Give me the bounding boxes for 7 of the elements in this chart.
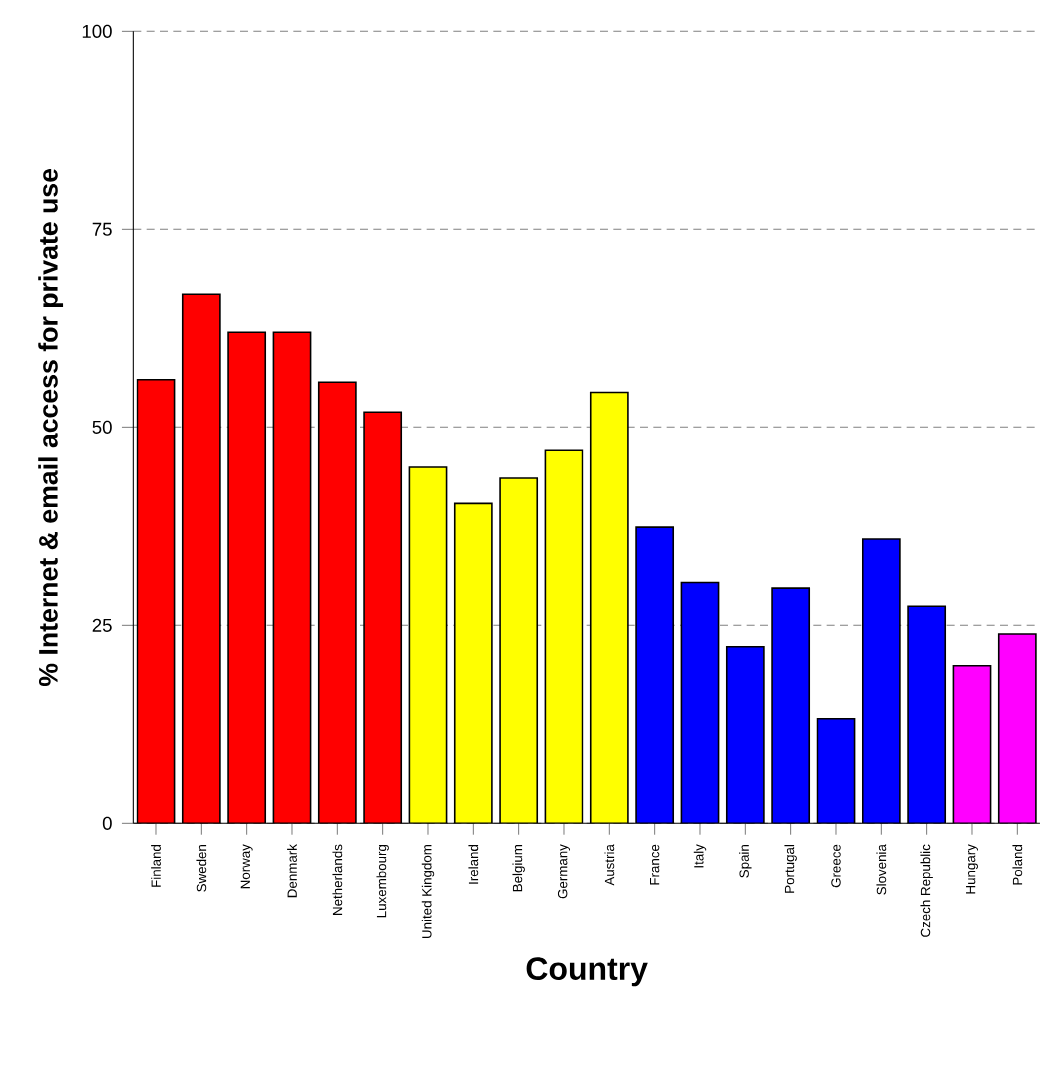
y-tick-label: 50 bbox=[92, 420, 112, 434]
y-tick-label: 25 bbox=[92, 618, 112, 632]
y-tick-label: 100 bbox=[82, 24, 112, 38]
y-axis-title: % Internet & email access for private use bbox=[38, 168, 64, 687]
x-axis-title: Country bbox=[526, 957, 648, 987]
y-tick-label: 75 bbox=[92, 222, 112, 236]
y-tick-label: 0 bbox=[102, 816, 112, 830]
